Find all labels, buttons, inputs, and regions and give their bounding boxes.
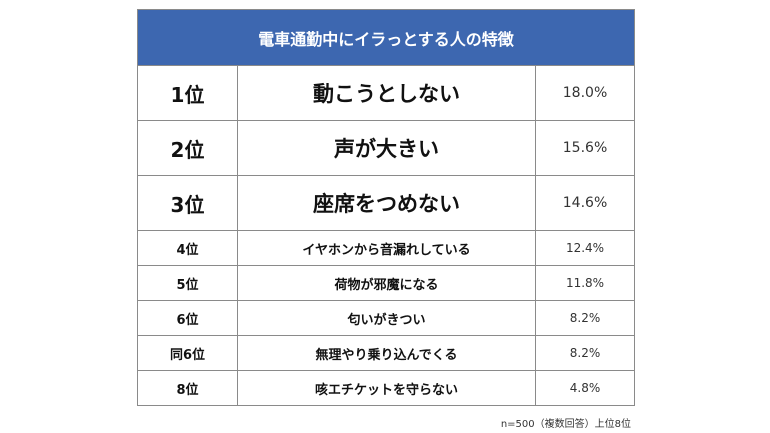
rank-cell: 1位 [137, 65, 238, 121]
table-row: 2位 声が大きい 15.6% [137, 120, 636, 176]
table-row: 1位 動こうとしない 18.0% [137, 65, 636, 121]
rank-cell: 3位 [137, 175, 238, 231]
table-row: 8位 咳エチケットを守らない 4.8% [137, 370, 636, 406]
item-cell: 荷物が邪魔になる [237, 265, 536, 301]
rank-cell: 6位 [137, 300, 238, 336]
item-cell: 座席をつめない [237, 175, 536, 231]
rank-cell: 8位 [137, 370, 238, 406]
table-row: 6位 匂いがきつい 8.2% [137, 300, 636, 336]
ranking-rows: 1位 動こうとしない 18.0% 2位 声が大きい 15.6% 3位 座席をつめ… [137, 65, 636, 406]
table-row: 4位 イヤホンから音漏れしている 12.4% [137, 230, 636, 266]
item-cell: 動こうとしない [237, 65, 536, 121]
table-row: 同6位 無理やり乗り込んでくる 8.2% [137, 335, 636, 371]
rank-cell: 2位 [137, 120, 238, 176]
percent-cell: 15.6% [534, 120, 636, 176]
rank-cell: 5位 [137, 265, 238, 301]
rank-cell: 同6位 [137, 335, 238, 371]
rank-cell: 4位 [137, 230, 238, 266]
item-cell: イヤホンから音漏れしている [237, 230, 536, 266]
percent-cell: 18.0% [534, 65, 636, 121]
table-row: 3位 座席をつめない 14.6% [137, 175, 636, 231]
table-title: 電車通勤中にイラっとする人の特徴 [136, 9, 636, 66]
percent-cell: 4.8% [534, 370, 636, 406]
percent-cell: 14.6% [534, 175, 636, 231]
percent-cell: 11.8% [534, 265, 636, 301]
sample-footnote: n=500（複数回答）上位8位 [500, 419, 631, 430]
item-cell: 匂いがきつい [237, 300, 536, 336]
percent-cell: 8.2% [534, 300, 636, 336]
item-cell: 無理やり乗り込んでくる [237, 335, 536, 371]
percent-cell: 12.4% [534, 230, 636, 266]
table-row: 5位 荷物が邪魔になる 11.8% [137, 265, 636, 301]
ranking-table: 電車通勤中にイラっとする人の特徴 1位 動こうとしない 18.0% 2位 声が大… [136, 9, 636, 406]
item-cell: 声が大きい [237, 120, 536, 176]
item-cell: 咳エチケットを守らない [237, 370, 536, 406]
percent-cell: 8.2% [534, 335, 636, 371]
